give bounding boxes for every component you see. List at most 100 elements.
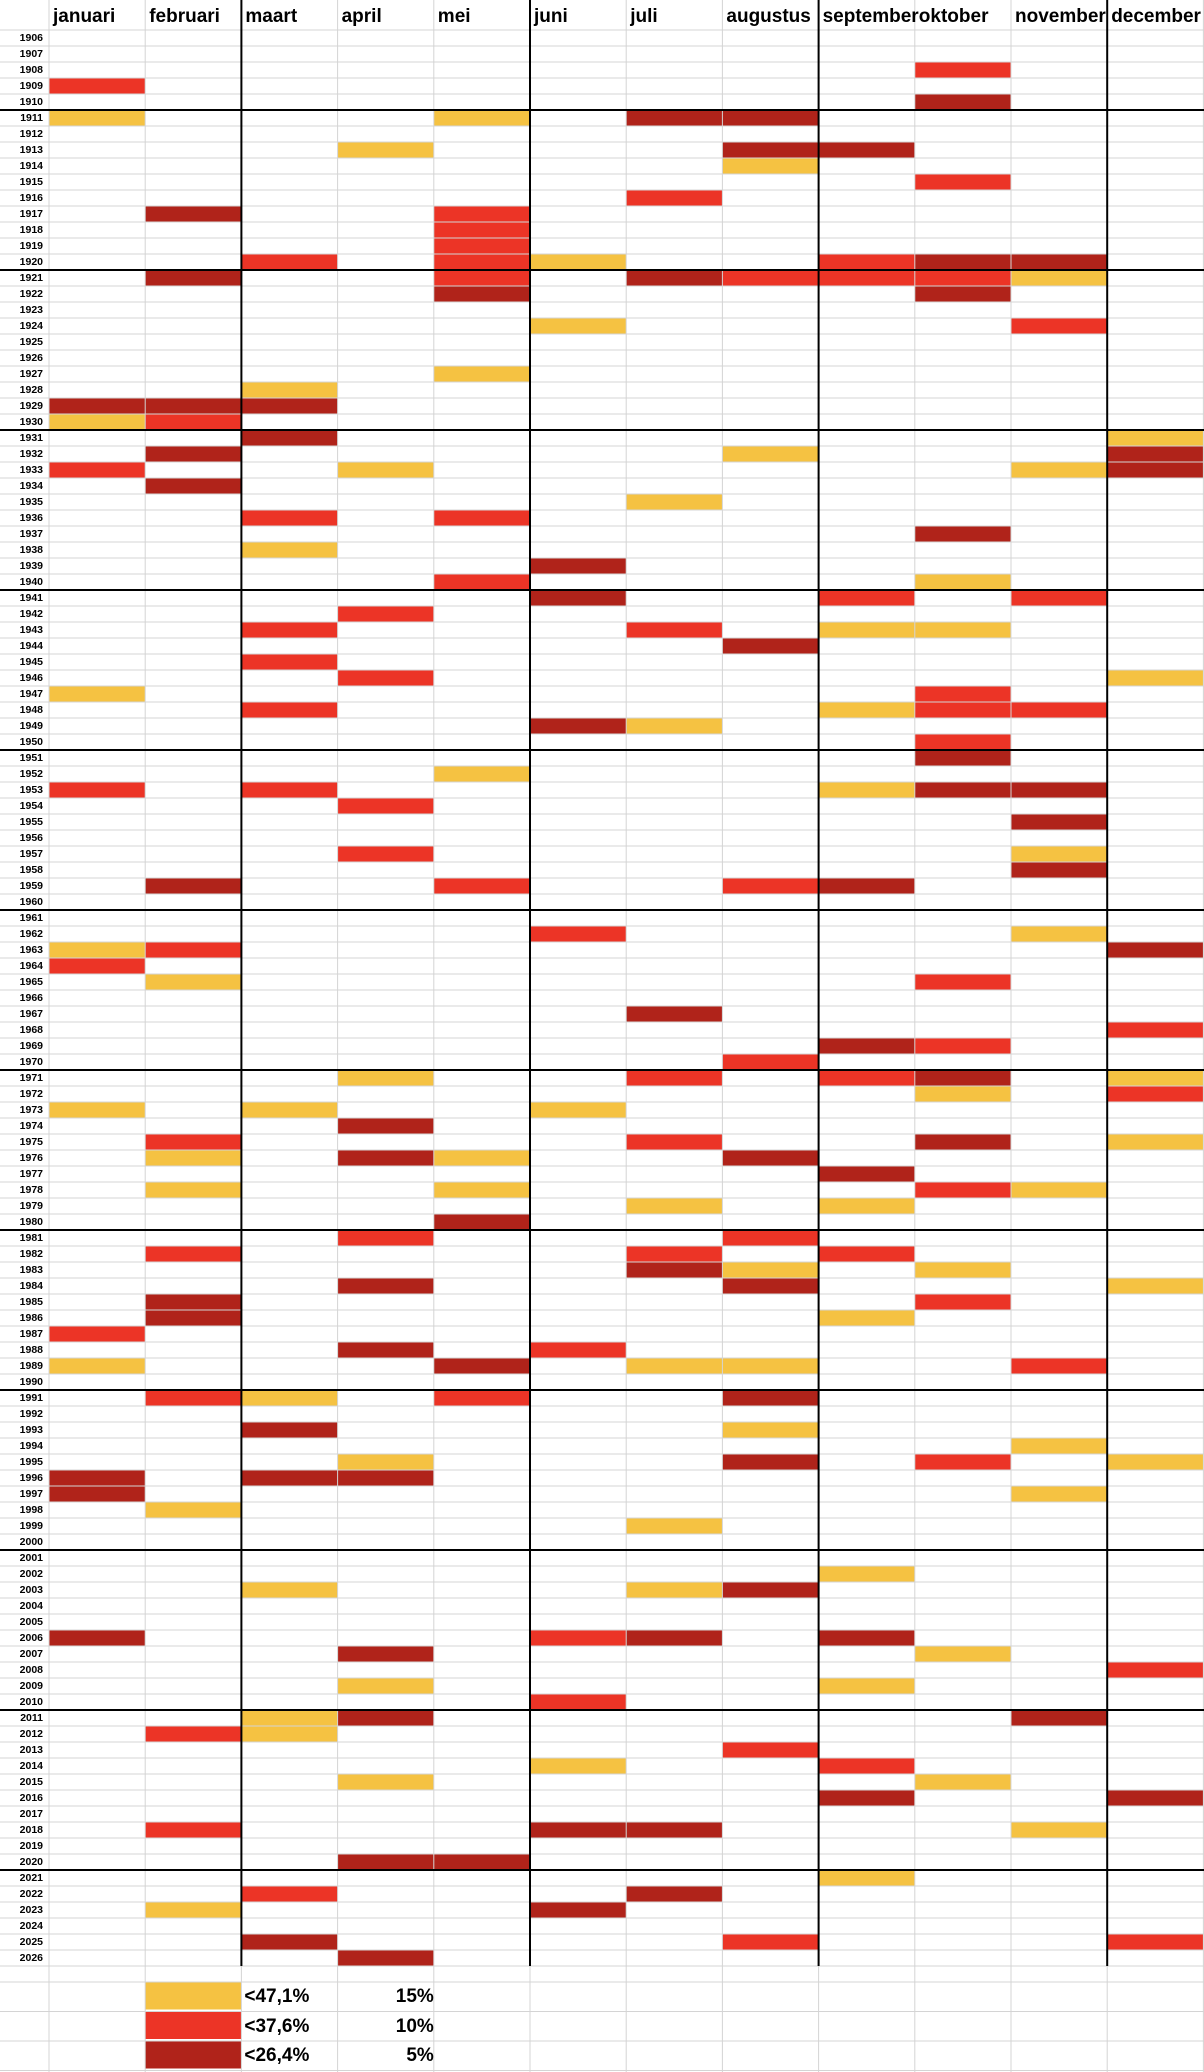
year-label[interactable]: 1963 [19, 944, 43, 956]
cell-yellow-1911-5[interactable] [433, 110, 530, 126]
cell-dark-2006-7[interactable] [626, 1630, 723, 1646]
cell-red-1959-8[interactable] [722, 878, 819, 894]
cell-dark-1921-2[interactable] [145, 270, 242, 286]
year-label[interactable]: 1985 [19, 1296, 43, 1308]
cell-dark-1951-10[interactable] [914, 750, 1011, 766]
cell-yellow-1924-6[interactable] [530, 318, 627, 334]
year-label[interactable]: 1956 [19, 832, 43, 844]
cell-dark-2026-4[interactable] [337, 1950, 434, 1966]
year-label[interactable]: 1936 [19, 512, 43, 524]
month-header-juni[interactable]: juni [534, 6, 568, 27]
cell-red-1948-11[interactable] [1011, 702, 1108, 718]
year-label[interactable]: 1975 [19, 1136, 43, 1148]
year-label[interactable]: 1980 [19, 1216, 43, 1228]
cell-dark-1989-5[interactable] [433, 1358, 530, 1374]
cell-red-1982-7[interactable] [626, 1246, 723, 1262]
cell-yellow-1994-11[interactable] [1011, 1438, 1108, 1454]
year-label[interactable]: 2007 [19, 1648, 43, 1660]
cell-dark-1929-2[interactable] [145, 398, 242, 414]
cell-yellow-1938-3[interactable] [241, 542, 338, 558]
cell-dark-1929-3[interactable] [241, 398, 338, 414]
cell-red-1959-5[interactable] [433, 878, 530, 894]
month-header-februari[interactable]: februari [149, 6, 220, 27]
cell-red-1918-5[interactable] [433, 222, 530, 238]
cell-red-2018-2[interactable] [145, 1822, 242, 1838]
year-label[interactable]: 1966 [19, 992, 43, 1004]
year-label[interactable]: 1922 [19, 288, 43, 300]
cell-yellow-1957-11[interactable] [1011, 846, 1108, 862]
cell-dark-1977-9[interactable] [818, 1166, 915, 1182]
cell-dark-2018-7[interactable] [626, 1822, 723, 1838]
cell-yellow-1921-11[interactable] [1011, 270, 1108, 286]
cell-dark-1939-6[interactable] [530, 558, 627, 574]
cell-dark-2022-7[interactable] [626, 1886, 723, 1902]
cell-yellow-1973-1[interactable] [49, 1102, 146, 1118]
cell-yellow-1989-7[interactable] [626, 1358, 723, 1374]
cell-yellow-1978-5[interactable] [433, 1182, 530, 1198]
cell-dark-2020-5[interactable] [433, 1854, 530, 1870]
year-label[interactable]: 1991 [19, 1392, 43, 1404]
year-label[interactable]: 1919 [19, 240, 43, 252]
cell-red-1920-5[interactable] [433, 254, 530, 270]
year-label[interactable]: 1986 [19, 1312, 43, 1324]
year-label[interactable]: 1929 [19, 400, 43, 412]
year-label[interactable]: 1969 [19, 1040, 43, 1052]
cell-yellow-1920-6[interactable] [530, 254, 627, 270]
cell-yellow-1949-7[interactable] [626, 718, 723, 734]
cell-yellow-1943-10[interactable] [914, 622, 1011, 638]
cell-red-2012-2[interactable] [145, 1726, 242, 1742]
year-label[interactable]: 1973 [19, 1104, 43, 1116]
cell-red-1936-5[interactable] [433, 510, 530, 526]
cell-red-1936-3[interactable] [241, 510, 338, 526]
year-label[interactable]: 1946 [19, 672, 43, 684]
cell-dark-1984-4[interactable] [337, 1278, 434, 1294]
cell-yellow-1940-10[interactable] [914, 574, 1011, 590]
cell-red-1995-10[interactable] [914, 1454, 1011, 1470]
year-label[interactable]: 1992 [19, 1408, 43, 1420]
year-label[interactable]: 1996 [19, 1472, 43, 1484]
year-label[interactable]: 1962 [19, 928, 43, 940]
cell-red-1942-4[interactable] [337, 606, 434, 622]
year-label[interactable]: 1997 [19, 1488, 43, 1500]
year-label[interactable]: 1981 [19, 1232, 43, 1244]
cell-yellow-1983-8[interactable] [722, 1262, 819, 1278]
cell-dark-2006-9[interactable] [818, 1630, 915, 1646]
cell-dark-2020-4[interactable] [337, 1854, 434, 1870]
cell-dark-1996-3[interactable] [241, 1470, 338, 1486]
year-label[interactable]: 1995 [19, 1456, 43, 1468]
cell-yellow-1965-2[interactable] [145, 974, 242, 990]
year-label[interactable]: 2022 [19, 1888, 43, 1900]
year-label[interactable]: 1994 [19, 1440, 43, 1452]
year-label[interactable]: 1945 [19, 656, 43, 668]
month-header-april[interactable]: april [341, 6, 382, 27]
cell-yellow-2009-9[interactable] [818, 1678, 915, 1694]
year-label[interactable]: 1967 [19, 1008, 43, 1020]
year-label[interactable]: 1933 [19, 464, 43, 476]
cell-dark-1963-12[interactable] [1107, 942, 1204, 958]
cell-yellow-1911-1[interactable] [49, 110, 146, 126]
cell-dark-1985-2[interactable] [145, 1294, 242, 1310]
year-label[interactable]: 2002 [19, 1568, 43, 1580]
year-label[interactable]: 1941 [19, 592, 43, 604]
cell-red-1970-8[interactable] [722, 1054, 819, 1070]
year-label[interactable]: 1921 [19, 272, 43, 284]
year-label[interactable]: 1938 [19, 544, 43, 556]
cell-yellow-1986-9[interactable] [818, 1310, 915, 1326]
year-label[interactable]: 1965 [19, 976, 43, 988]
cell-red-1963-2[interactable] [145, 942, 242, 958]
cell-red-1930-2[interactable] [145, 414, 242, 430]
year-label[interactable]: 1954 [19, 800, 43, 812]
cell-red-1941-11[interactable] [1011, 590, 1108, 606]
cell-yellow-1947-1[interactable] [49, 686, 146, 702]
cell-yellow-2003-7[interactable] [626, 1582, 723, 1598]
year-label[interactable]: 2015 [19, 1776, 43, 1788]
year-label[interactable]: 1952 [19, 768, 43, 780]
cell-yellow-2014-6[interactable] [530, 1758, 627, 1774]
year-label[interactable]: 1951 [19, 752, 43, 764]
year-label[interactable]: 1924 [19, 320, 43, 332]
cell-red-1989-11[interactable] [1011, 1358, 1108, 1374]
cell-yellow-2015-10[interactable] [914, 1774, 1011, 1790]
year-label[interactable]: 2023 [19, 1904, 43, 1916]
cell-dark-1911-7[interactable] [626, 110, 723, 126]
cell-yellow-1976-5[interactable] [433, 1150, 530, 1166]
